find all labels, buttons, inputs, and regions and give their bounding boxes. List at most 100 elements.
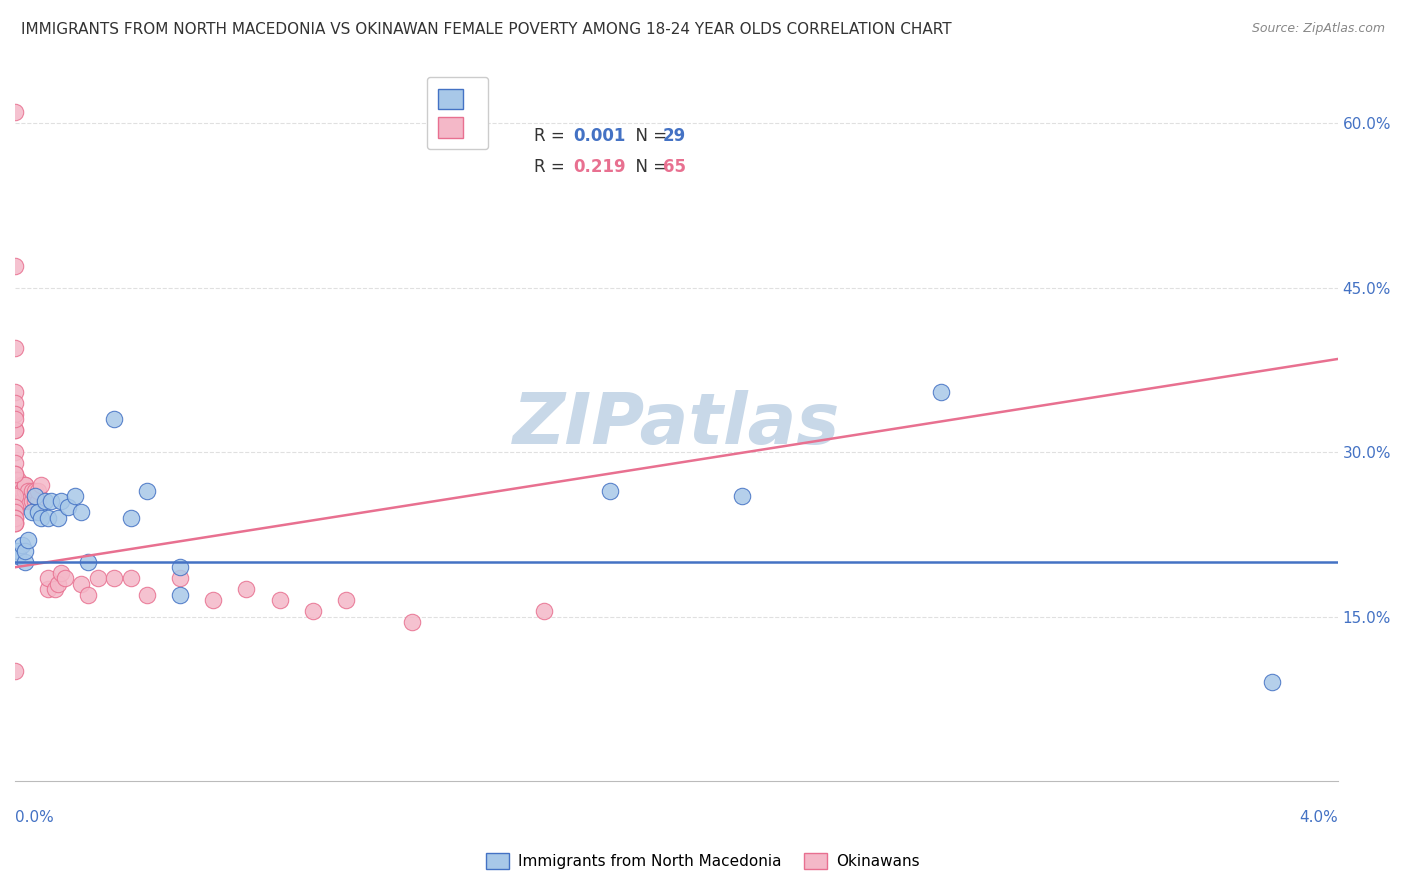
Point <box>76 588 98 602</box>
Point <box>51 494 73 508</box>
Point <box>37 571 59 585</box>
Point <box>103 412 125 426</box>
Point <box>24 489 46 503</box>
Point <box>7 549 30 564</box>
Text: 65: 65 <box>664 159 686 177</box>
Point <box>10 478 32 492</box>
Point <box>103 571 125 585</box>
Point <box>14 483 37 498</box>
Point <box>929 384 952 399</box>
Point <box>46 576 69 591</box>
Text: R =: R = <box>534 127 569 145</box>
Point <box>120 571 142 585</box>
Point <box>4 544 27 558</box>
Point <box>4 105 27 120</box>
Point <box>70 576 93 591</box>
Point <box>169 571 191 585</box>
Point <box>4 516 27 531</box>
Point <box>10 538 32 552</box>
Point <box>14 544 37 558</box>
Point <box>4 467 27 481</box>
Point <box>169 560 191 574</box>
Point <box>30 511 52 525</box>
Point <box>37 511 59 525</box>
Point <box>7 544 30 558</box>
Point <box>20 494 42 508</box>
Point <box>37 582 59 597</box>
Point <box>34 494 56 508</box>
Text: R =: R = <box>534 159 569 177</box>
Point <box>86 571 108 585</box>
Point <box>53 571 76 585</box>
Text: 0.0%: 0.0% <box>15 810 53 824</box>
Point <box>14 478 37 492</box>
Point <box>17 533 39 547</box>
Text: 29: 29 <box>664 127 686 145</box>
Point <box>533 604 555 618</box>
Point <box>269 593 291 607</box>
Point <box>41 494 63 508</box>
Point <box>4 467 27 481</box>
Point <box>4 445 27 459</box>
Point <box>1260 675 1282 690</box>
Point <box>44 582 66 597</box>
Point <box>4 483 27 498</box>
Point <box>4 341 27 355</box>
Point <box>17 494 39 508</box>
Point <box>4 473 27 487</box>
Point <box>335 593 357 607</box>
Point <box>24 483 46 498</box>
Point <box>76 555 98 569</box>
Point <box>169 588 191 602</box>
Point <box>731 489 754 503</box>
Point <box>4 489 27 503</box>
Point <box>4 259 27 273</box>
Point <box>24 494 46 508</box>
Text: IMMIGRANTS FROM NORTH MACEDONIA VS OKINAWAN FEMALE POVERTY AMONG 18-24 YEAR OLDS: IMMIGRANTS FROM NORTH MACEDONIA VS OKINA… <box>21 22 952 37</box>
Text: 0.219: 0.219 <box>574 159 626 177</box>
Point <box>4 489 27 503</box>
Text: N =: N = <box>626 159 672 177</box>
Point <box>120 511 142 525</box>
Point <box>401 615 423 629</box>
Point <box>4 511 27 525</box>
Point <box>7 473 30 487</box>
Point <box>4 511 27 525</box>
Legend: Immigrants from North Macedonia, Okinawans: Immigrants from North Macedonia, Okinawa… <box>479 847 927 875</box>
Text: 4.0%: 4.0% <box>1299 810 1337 824</box>
Point <box>7 489 30 503</box>
Point <box>4 516 27 531</box>
Point <box>46 511 69 525</box>
Point <box>10 494 32 508</box>
Text: ZIPatlas: ZIPatlas <box>513 391 839 459</box>
Point <box>63 489 86 503</box>
Point <box>4 478 27 492</box>
Point <box>4 665 27 679</box>
Point <box>7 483 30 498</box>
Point <box>4 456 27 470</box>
Point <box>51 566 73 580</box>
Point <box>14 478 37 492</box>
Point <box>14 555 37 569</box>
Point <box>4 412 27 426</box>
Point <box>202 593 225 607</box>
Point <box>235 582 257 597</box>
Point <box>4 423 27 437</box>
Point <box>20 483 42 498</box>
Point <box>136 483 159 498</box>
Point <box>4 407 27 421</box>
Point <box>30 478 52 492</box>
Point <box>27 494 49 508</box>
Point <box>27 505 49 519</box>
Text: 0.001: 0.001 <box>574 127 626 145</box>
Point <box>56 500 79 514</box>
Point <box>10 483 32 498</box>
Point <box>4 423 27 437</box>
Text: Source: ZipAtlas.com: Source: ZipAtlas.com <box>1251 22 1385 36</box>
Point <box>136 588 159 602</box>
Point <box>17 483 39 498</box>
Point <box>4 384 27 399</box>
Point <box>599 483 621 498</box>
Point <box>7 494 30 508</box>
Legend: , : , <box>427 77 488 149</box>
